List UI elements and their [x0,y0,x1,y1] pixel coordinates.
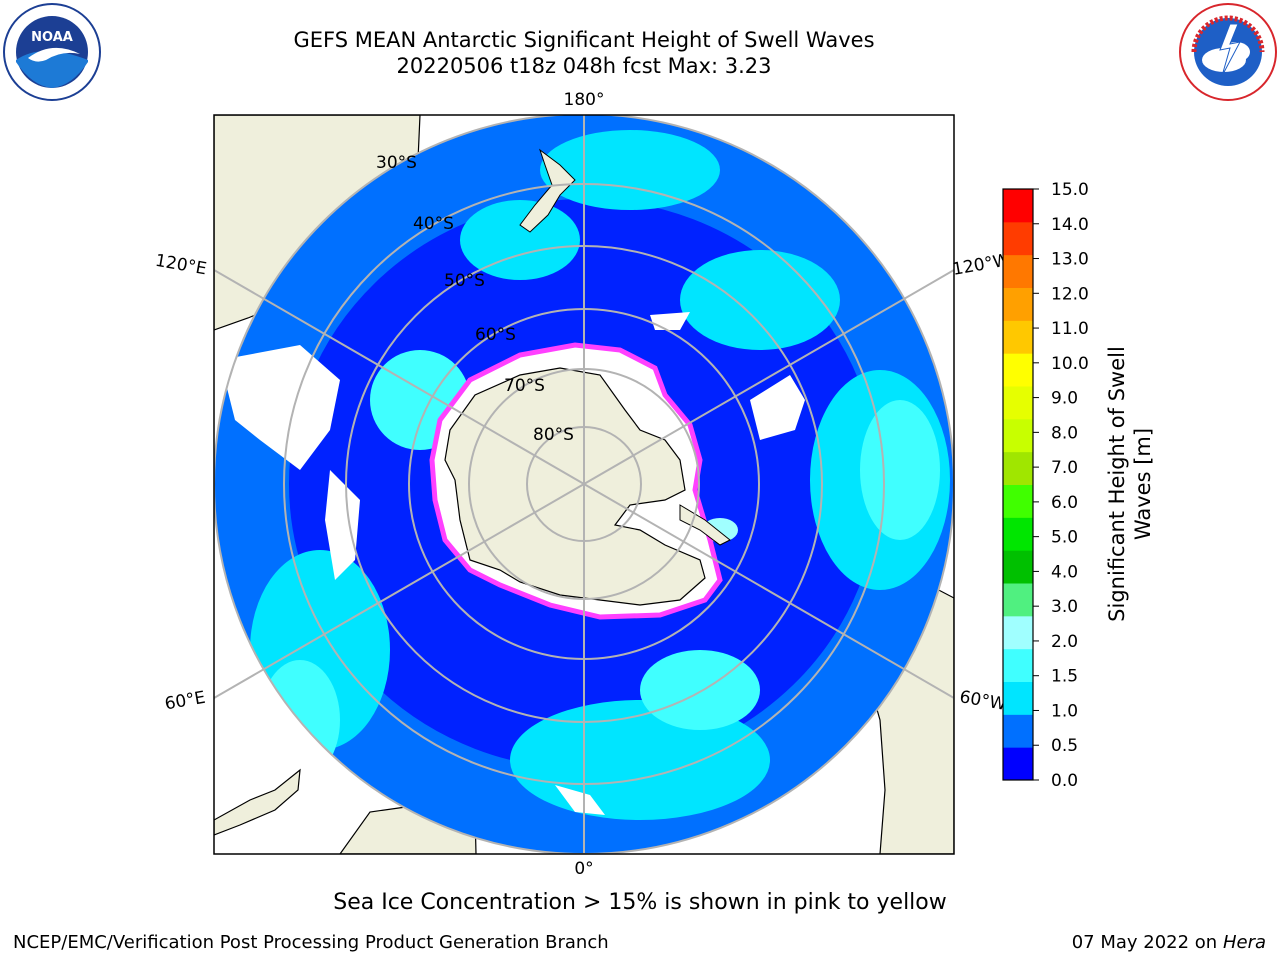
lat-label-50s: 50°S [444,271,485,291]
lon-label-60w: 60°W [958,687,1008,715]
colorbar-frame [1002,188,1034,781]
antarctica-land [444,367,706,606]
swell-patch-pacific-2 [860,400,940,540]
colorbar-tick-label: 7.0 [1051,458,1078,478]
colorbar-bin [1003,648,1033,682]
colorbar-bin [1003,418,1033,453]
footer-date: 07 May 2022 on Hera [1072,932,1266,953]
calm-region-west [220,345,340,470]
africa-land [214,768,301,836]
footer-host: Hera [1222,932,1266,953]
colorbar-bin [1003,550,1033,584]
sea-ice-caption: Sea Ice Concentration > 15% is shown in … [333,890,947,915]
colorbar-bin [1003,681,1033,715]
lat-label-80s: 80°S [533,425,574,445]
colorbar-bin [1003,254,1033,288]
colorbar-tick-label: 0.5 [1051,736,1078,756]
colorbar-tick-label: 4.0 [1051,562,1078,582]
colorbar-tick-label: 8.0 [1051,423,1078,443]
colorbar-bin [1003,583,1033,617]
colorbar-bin [1003,189,1033,223]
colorbar-tick-label: 3.0 [1051,597,1078,617]
swell-patch-south-pacific [680,250,840,350]
lon-label-0: 0° [574,859,593,879]
meridian-120e-60w [214,269,954,699]
antarctic-peninsula-land [679,504,731,546]
colorbar-bin [1003,714,1033,748]
lat-label-60s: 60°S [475,325,516,345]
noaa-logo-text: NOAA [31,30,73,45]
colorbar-bin [1003,287,1033,321]
lon-label-180: 180° [564,90,605,110]
calm-region-west-2 [325,470,360,580]
colorbar-tick-label: 5.0 [1051,528,1078,548]
new-zealand-land [519,148,576,233]
colorbar-tick-label: 1.5 [1051,667,1078,687]
calm-region-south [555,785,605,815]
colorbar-label-line1: Significant Height of Swell [1105,346,1129,622]
swell-patch-tasman [460,200,580,280]
colorbar-bin [1003,451,1033,485]
colorbar-bin [1003,320,1033,354]
lat-label-30s: 30°S [376,153,417,173]
colorbar-tick-label: 2.0 [1051,632,1078,652]
swell-patch-tasman-2 [540,130,720,210]
footer-branch: NCEP/EMC/Verification Post Processing Pr… [13,932,609,953]
swell-patch-south-atlantic-2 [640,650,760,730]
chart-subtitle: 20220506 t18z 048h fcst Max: 3.23 [396,54,772,78]
lat-label-40s: 40°S [413,214,454,234]
colorbar-tick-label: 1.0 [1051,701,1078,721]
colorbar-tick-label: 15.0 [1051,180,1089,200]
colorbar [1003,189,1033,781]
footer-date-text: 07 May 2022 on [1071,932,1218,953]
colorbar-tick-label: 10.0 [1051,354,1089,374]
colorbar-tick-label: 12.0 [1051,284,1089,304]
colorbar-tick-label: 13.0 [1051,250,1089,270]
colorbar-bin [1003,517,1033,551]
colorbar-bin [1003,615,1033,650]
colorbar-bin [1003,747,1033,781]
lat-label-70s: 70°S [504,376,545,396]
colorbar-bin [1003,386,1033,420]
colorbar-tick-label: 6.0 [1051,493,1078,513]
colorbar-bin [1003,221,1033,256]
calm-region-east [750,375,805,440]
colorbar-tick-label: 9.0 [1051,389,1078,409]
graticule [214,115,954,854]
map-frame [213,114,955,855]
chart-title: GEFS MEAN Antarctic Significant Height o… [293,28,875,52]
lon-label-60e: 60°E [163,688,207,715]
colorbar-bin [1003,353,1033,387]
noaa-logo: NOAA [3,3,101,101]
colorbar-tick-label: 11.0 [1051,319,1089,339]
swell-patch-south-atlantic [510,700,770,820]
colorbar-label-line2: Waves [m] [1131,428,1155,540]
nws-logo [1179,3,1277,101]
colorbar-tick-label: 0.0 [1051,771,1078,791]
colorbar-bin [1003,484,1033,518]
colorbar-tick-label: 14.0 [1051,215,1089,235]
lon-label-120e: 120°E [154,251,208,280]
